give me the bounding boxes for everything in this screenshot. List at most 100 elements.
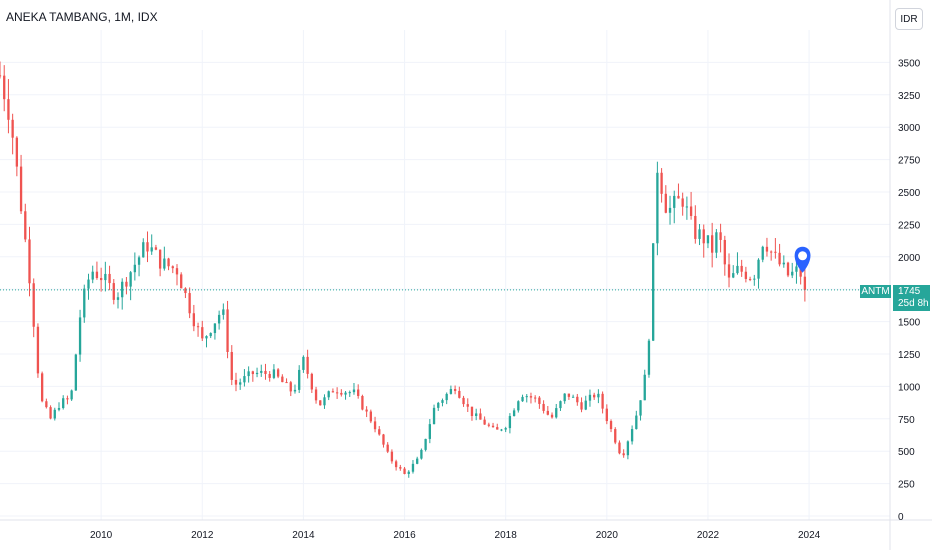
- candle-body[interactable]: [770, 251, 773, 253]
- candle-body[interactable]: [542, 403, 545, 411]
- candle-body[interactable]: [622, 453, 625, 456]
- candle-body[interactable]: [491, 425, 495, 428]
- candle-body[interactable]: [32, 283, 35, 327]
- candle-body[interactable]: [112, 283, 115, 300]
- candle-body[interactable]: [432, 407, 436, 425]
- candle-body[interactable]: [95, 271, 99, 279]
- candle-body[interactable]: [293, 389, 297, 392]
- candle-body[interactable]: [276, 369, 280, 377]
- candle-body[interactable]: [217, 314, 221, 324]
- candle-body[interactable]: [399, 467, 402, 469]
- candle-body[interactable]: [306, 356, 309, 374]
- candle-body[interactable]: [302, 356, 305, 370]
- candle-body[interactable]: [226, 309, 229, 352]
- candle-body[interactable]: [403, 468, 406, 474]
- candle-body[interactable]: [142, 242, 145, 258]
- candle-body[interactable]: [7, 99, 10, 120]
- candle-body[interactable]: [188, 293, 191, 314]
- candle-body[interactable]: [15, 137, 19, 167]
- currency-button[interactable]: IDR: [895, 8, 923, 30]
- candle-body[interactable]: [213, 323, 217, 334]
- candle-body[interactable]: [424, 438, 427, 450]
- candle-body[interactable]: [732, 273, 735, 278]
- candle-body[interactable]: [652, 243, 655, 341]
- candle-body[interactable]: [428, 424, 431, 439]
- candle-body[interactable]: [416, 458, 419, 464]
- candle-body[interactable]: [546, 410, 549, 415]
- candle-body[interactable]: [394, 461, 398, 468]
- candle-body[interactable]: [386, 444, 389, 452]
- candle-body[interactable]: [91, 271, 94, 280]
- candle-body[interactable]: [626, 441, 630, 456]
- candle-body[interactable]: [538, 397, 541, 404]
- candle-body[interactable]: [580, 402, 583, 410]
- candle-body[interactable]: [736, 265, 739, 274]
- candle-body[interactable]: [508, 416, 512, 429]
- candle-body[interactable]: [222, 309, 225, 315]
- candle-body[interactable]: [289, 382, 292, 392]
- candle-body[interactable]: [593, 394, 596, 398]
- candle-body[interactable]: [437, 402, 440, 408]
- candle-body[interactable]: [260, 370, 263, 373]
- candle-body[interactable]: [125, 281, 128, 287]
- candle-body[interactable]: [500, 429, 503, 431]
- candle-body[interactable]: [239, 382, 242, 385]
- candle-body[interactable]: [167, 258, 170, 267]
- candle-body[interactable]: [180, 274, 183, 289]
- candle-body[interactable]: [323, 397, 326, 406]
- candle-body[interactable]: [83, 288, 86, 318]
- candle-body[interactable]: [504, 428, 507, 430]
- candle-body[interactable]: [786, 262, 790, 276]
- candle-body[interactable]: [466, 404, 469, 407]
- candle-body[interactable]: [512, 410, 516, 417]
- candle-body[interactable]: [407, 471, 410, 474]
- candle-body[interactable]: [57, 408, 61, 410]
- candle-body[interactable]: [555, 408, 558, 418]
- candle-body[interactable]: [234, 379, 238, 385]
- candle-body[interactable]: [563, 393, 566, 402]
- candle-body[interactable]: [357, 389, 360, 396]
- candle-body[interactable]: [803, 276, 807, 290]
- candle-body[interactable]: [365, 409, 368, 412]
- candle-body[interactable]: [765, 246, 769, 252]
- candle-body[interactable]: [150, 247, 153, 252]
- candle-body[interactable]: [390, 451, 394, 462]
- candle-body[interactable]: [327, 391, 330, 398]
- candle-body[interactable]: [462, 397, 465, 405]
- candle-body[interactable]: [715, 232, 718, 253]
- candle-body[interactable]: [348, 392, 351, 394]
- candle-body[interactable]: [761, 246, 764, 260]
- candle-body[interactable]: [310, 373, 313, 390]
- candle-body[interactable]: [630, 429, 634, 442]
- candle-body[interactable]: [517, 401, 520, 411]
- candle-body[interactable]: [251, 371, 254, 375]
- candle-body[interactable]: [685, 206, 689, 208]
- candle-body[interactable]: [660, 172, 663, 194]
- candle-body[interactable]: [11, 119, 14, 138]
- candle-body[interactable]: [740, 265, 743, 272]
- candle-body[interactable]: [782, 262, 785, 265]
- candle-body[interactable]: [352, 389, 356, 393]
- candle-body[interactable]: [281, 376, 284, 383]
- candle-body[interactable]: [133, 264, 137, 273]
- candle-body[interactable]: [116, 297, 120, 300]
- candle-body[interactable]: [571, 396, 575, 398]
- candle-body[interactable]: [441, 400, 444, 403]
- candle-body[interactable]: [681, 198, 684, 207]
- candle-body[interactable]: [3, 75, 6, 100]
- candle-body[interactable]: [45, 401, 48, 408]
- candle-body[interactable]: [298, 369, 301, 390]
- candle-body[interactable]: [24, 211, 27, 240]
- candle-body[interactable]: [285, 382, 288, 384]
- candle-body[interactable]: [605, 408, 608, 422]
- candle-body[interactable]: [609, 421, 613, 430]
- candle-body[interactable]: [458, 390, 461, 398]
- candle-body[interactable]: [331, 391, 335, 393]
- candle-body[interactable]: [53, 409, 56, 419]
- candle-body[interactable]: [702, 229, 705, 244]
- candle-body[interactable]: [272, 369, 276, 378]
- candle-body[interactable]: [727, 264, 731, 278]
- candle-body[interactable]: [378, 429, 381, 435]
- candle-body[interactable]: [576, 396, 579, 403]
- candle-body[interactable]: [791, 271, 794, 276]
